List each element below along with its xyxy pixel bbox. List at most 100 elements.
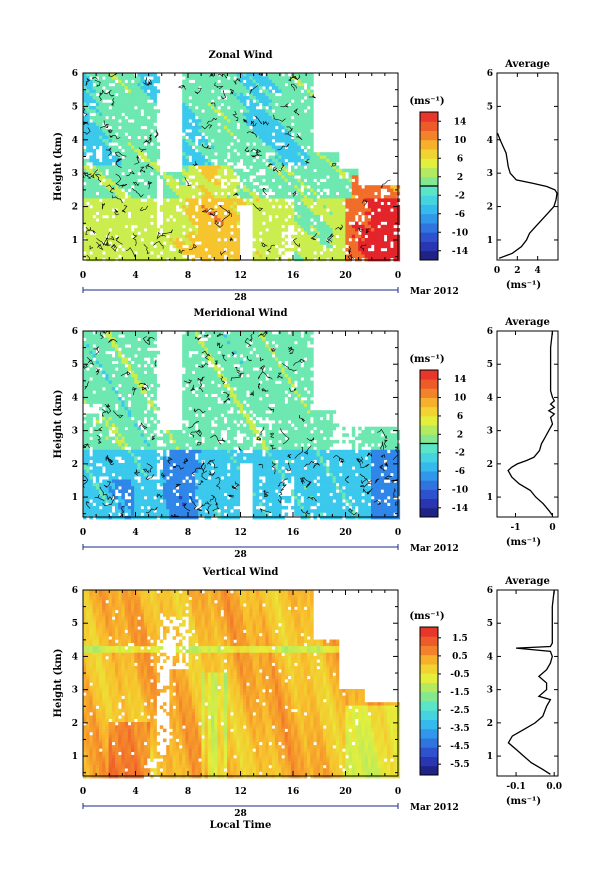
heatmap-cell (115, 449, 119, 454)
heatmap-cell (307, 109, 311, 113)
heatmap-cell (214, 251, 218, 255)
heatmap-cell (307, 158, 311, 163)
heatmap-cell (390, 214, 394, 219)
heatmap-cell (271, 208, 276, 212)
heatmap-cell (191, 96, 196, 100)
contour-line (290, 83, 297, 91)
heatmap-cell (86, 181, 90, 186)
heatmap-cell (89, 350, 93, 355)
heatmap-cell (297, 218, 301, 222)
heatmap-cell (246, 178, 250, 183)
heatmap-cell (323, 191, 327, 196)
heatmap-cell (131, 364, 135, 368)
heatmap-cell (236, 132, 241, 136)
heatmap-cell (124, 430, 129, 434)
heatmap-cell (303, 158, 308, 163)
heatmap-cell (95, 512, 100, 517)
heatmap-cell (83, 439, 87, 444)
heatmap-cell (179, 221, 183, 226)
heatmap-cell (108, 403, 113, 408)
heatmap-cell (275, 185, 279, 189)
heatmap-cell (287, 155, 292, 160)
heatmap-cell (284, 172, 289, 176)
heatmap-cell (172, 221, 177, 226)
contour-line (210, 102, 216, 107)
heatmap-cell (92, 152, 97, 156)
heatmap-cell (124, 106, 129, 110)
heatmap-cell (246, 119, 250, 123)
heatmap-cell (259, 142, 263, 146)
heatmap-cell (249, 132, 253, 136)
heatmap-cell (294, 148, 298, 153)
heatmap-cell (236, 109, 241, 113)
heatmap-cell (124, 208, 129, 212)
heatmap-cell (307, 254, 311, 259)
heatmap-cell (95, 139, 100, 143)
heatmap-cell (367, 244, 372, 249)
heatmap-cell (310, 76, 314, 80)
contour-line (82, 127, 91, 135)
heatmap-cell (95, 509, 100, 513)
heatmap-cell (105, 380, 109, 385)
heatmap-cell (105, 155, 109, 160)
heatmap-cell (294, 122, 298, 127)
heatmap-cell (300, 119, 305, 123)
heatmap-cell (211, 231, 215, 235)
heatmap-cell (108, 383, 113, 388)
heatmap-cell (393, 195, 397, 199)
heatmap-cell (259, 188, 263, 193)
heatmap-cell (294, 214, 298, 219)
heatmap-cell (124, 340, 129, 345)
heatmap-cell (345, 218, 349, 222)
heatmap-cell (121, 357, 125, 361)
heatmap-cell (83, 135, 87, 140)
heatmap-cell (147, 185, 151, 189)
heatmap-cell (89, 86, 93, 90)
heatmap-cell (316, 158, 321, 163)
heatmap-cell (191, 251, 196, 255)
heatmap-cell (268, 165, 273, 169)
heatmap-cell (367, 241, 372, 245)
colorbar-step (420, 250, 438, 261)
heatmap-cell (201, 96, 205, 100)
heatmap-cell (201, 139, 205, 143)
heatmap-cell (108, 86, 113, 90)
heatmap-cell (105, 181, 109, 186)
heatmap-cell (86, 132, 90, 136)
heatmap-cell (214, 106, 218, 110)
heatmap-cell (83, 96, 87, 100)
heatmap-cell (271, 175, 276, 179)
heatmap-cell (131, 168, 135, 173)
heatmap-cell (239, 195, 244, 199)
heatmap-cell (92, 436, 97, 441)
heatmap-cell (92, 208, 97, 212)
heatmap-cell (387, 241, 391, 245)
heatmap-cell (198, 208, 202, 212)
heatmap-cell (262, 115, 266, 120)
heatmap-cell (345, 231, 349, 235)
heatmap-cell (172, 185, 177, 189)
heatmap-cell (310, 168, 314, 173)
heatmap-cell (319, 165, 324, 169)
heatmap-cell (323, 218, 327, 222)
heatmap-cell (185, 109, 189, 113)
heatmap-cell (204, 221, 209, 226)
heatmap-cell (156, 244, 161, 249)
heatmap-cell (300, 175, 305, 179)
heatmap-cell (89, 79, 93, 84)
heatmap-cell (255, 132, 260, 136)
heatmap-cell (278, 191, 282, 196)
heatmap-cell (268, 79, 273, 84)
heatmap-cell (390, 195, 394, 199)
heatmap-cell (111, 145, 116, 150)
heatmap-cell (239, 172, 244, 176)
heatmap-cell (211, 122, 215, 127)
heatmap-cell (115, 89, 119, 94)
heatmap-cell (134, 228, 138, 232)
heatmap-cell (105, 496, 109, 500)
heatmap-cell (121, 185, 125, 189)
heatmap-cell (95, 383, 100, 388)
heatmap-cell (89, 175, 93, 179)
heatmap-cell (358, 198, 362, 202)
heatmap-cell (207, 165, 212, 169)
